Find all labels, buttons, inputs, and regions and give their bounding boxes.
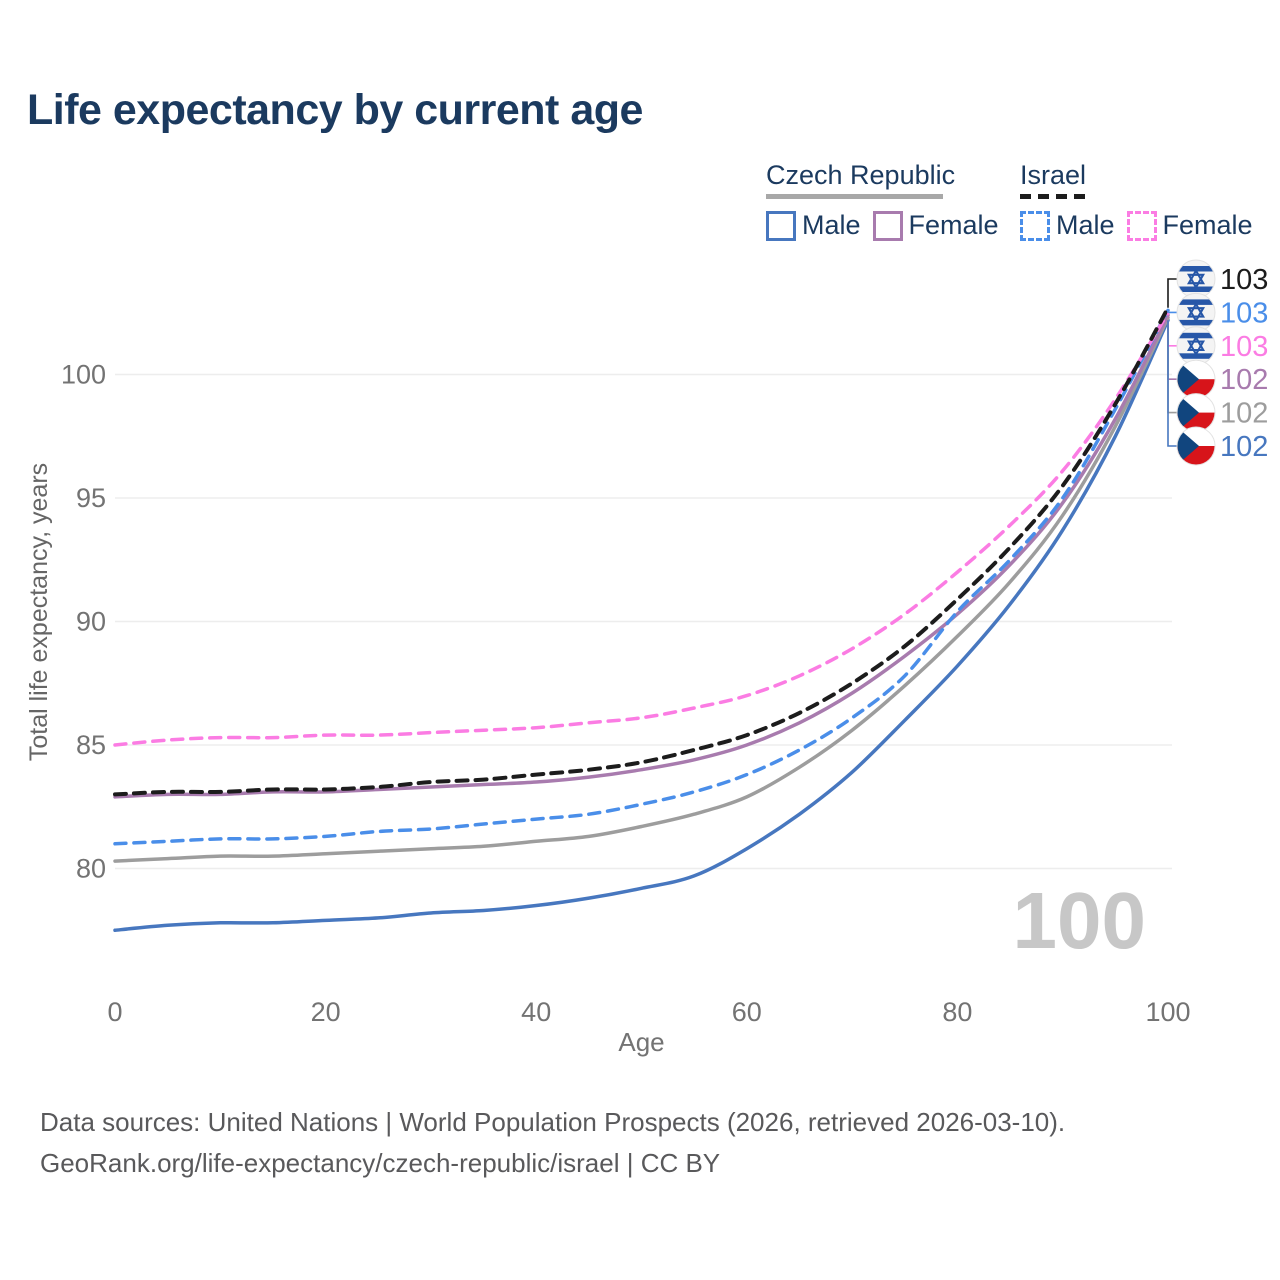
legend-items-czech: Male Female bbox=[766, 210, 999, 241]
legend-item-czech-female[interactable]: Female bbox=[872, 210, 999, 241]
legend-item-israel-male-label: Male bbox=[1056, 210, 1115, 240]
series-line-israel-male[interactable] bbox=[113, 308, 1170, 846]
end-label-israel-male: 103 bbox=[1220, 297, 1268, 329]
series-line-czech-total[interactable] bbox=[113, 315, 1170, 863]
age-watermark: 100 bbox=[1013, 876, 1146, 965]
legend-header-czech-republic[interactable]: Czech Republic bbox=[766, 160, 999, 199]
x-tick-label-40: 40 bbox=[521, 997, 551, 1027]
end-label-czech-female: 102 bbox=[1220, 364, 1268, 396]
end-label-czech-male: 102 bbox=[1220, 431, 1268, 463]
y-tick-label-85: 85 bbox=[76, 730, 106, 760]
legend-item-israel-male[interactable]: Male bbox=[1020, 210, 1115, 241]
end-label-israel-female: 103 bbox=[1220, 331, 1268, 363]
y-tick-label-80: 80 bbox=[76, 854, 106, 884]
legend-header-israel[interactable]: Israel bbox=[1020, 160, 1253, 199]
end-label-israel-total: 103 bbox=[1220, 264, 1268, 296]
legend-header-israel-label: Israel bbox=[1020, 160, 1087, 190]
leader-line-czech-total bbox=[1167, 317, 1177, 414]
israel-male-swatch-icon bbox=[1020, 210, 1050, 241]
legend-item-czech-male-label: Male bbox=[802, 210, 861, 240]
x-tick-label-80: 80 bbox=[942, 997, 972, 1027]
x-tick-label-100: 100 bbox=[1145, 997, 1190, 1027]
legend-item-israel-female[interactable]: Female bbox=[1126, 210, 1253, 241]
series-line-czech-female[interactable] bbox=[113, 313, 1170, 799]
legend-header-czech-label: Czech Republic bbox=[766, 160, 956, 190]
czech-flag-icon bbox=[1176, 426, 1216, 466]
legend-czech-line-swatch bbox=[766, 194, 943, 199]
end-label-czech-total: 102 bbox=[1220, 398, 1268, 430]
israel-flag-icon bbox=[1176, 292, 1216, 332]
legend-israel-line-swatch bbox=[1020, 194, 1092, 199]
legend-group-israel: Israel Male Female bbox=[1020, 160, 1253, 241]
x-axis-title: Age bbox=[618, 1027, 664, 1057]
series-line-israel-total[interactable] bbox=[113, 305, 1170, 797]
y-tick-label-90: 90 bbox=[76, 607, 106, 637]
leader-line-israel-male bbox=[1167, 310, 1177, 314]
x-tick-label-0: 0 bbox=[107, 997, 122, 1027]
israel-flag-icon bbox=[1176, 326, 1216, 366]
x-tick-label-20: 20 bbox=[311, 997, 341, 1027]
page-title: Life expectancy by current age bbox=[27, 86, 643, 134]
y-axis-title: Total life expectancy, years bbox=[25, 463, 53, 761]
y-tick-label-95: 95 bbox=[76, 483, 106, 513]
czech-female-swatch-icon bbox=[872, 210, 903, 241]
footer-data-sources: Data sources: United Nations | World Pop… bbox=[40, 1107, 1066, 1137]
czech-male-swatch-icon bbox=[766, 210, 796, 241]
legend-item-czech-male[interactable]: Male bbox=[766, 210, 861, 241]
y-tick-label-100: 100 bbox=[61, 360, 106, 390]
footer-attribution: GeoRank.org/life-expectancy/czech-republ… bbox=[40, 1148, 721, 1178]
footer: Data sources: United Nations | World Pop… bbox=[40, 1102, 1065, 1184]
israel-flag-icon bbox=[1176, 259, 1216, 299]
legend-item-israel-female-label: Female bbox=[1162, 210, 1253, 240]
czech-flag-icon bbox=[1176, 359, 1216, 399]
leader-line-czech-male bbox=[1167, 320, 1177, 447]
legend-items-israel: Male Female bbox=[1020, 210, 1253, 241]
series-line-israel-female[interactable] bbox=[113, 311, 1170, 747]
legend-group-czech-republic: Czech Republic Male Female bbox=[766, 160, 999, 241]
leader-line-czech-female bbox=[1167, 315, 1177, 380]
czech-flag-icon bbox=[1176, 393, 1216, 433]
x-tick-label-60: 60 bbox=[732, 997, 762, 1027]
leader-line-israel-total bbox=[1167, 278, 1177, 308]
series-line-czech-male[interactable] bbox=[113, 318, 1170, 933]
israel-female-swatch-icon bbox=[1126, 210, 1157, 241]
legend-item-czech-female-label: Female bbox=[908, 210, 999, 240]
